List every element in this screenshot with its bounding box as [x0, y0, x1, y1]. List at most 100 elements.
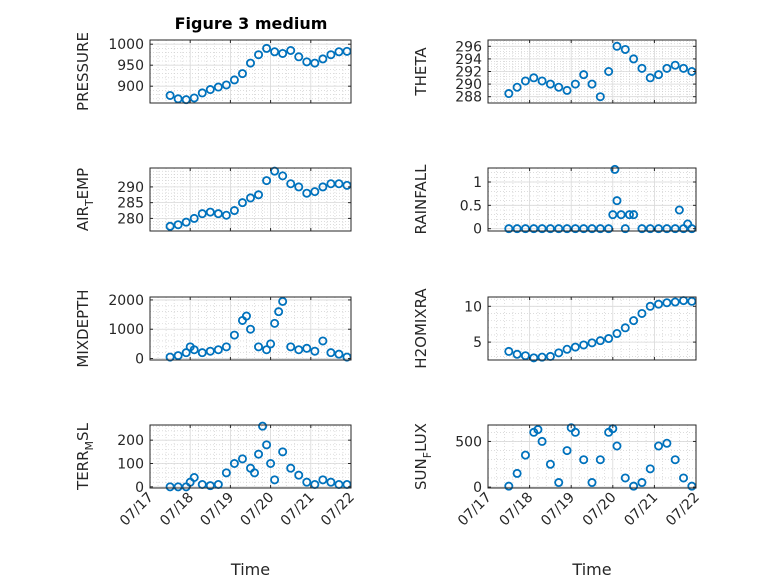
data-point [533, 425, 543, 435]
data-point [229, 75, 239, 85]
data-point [629, 210, 639, 220]
data-point [512, 468, 522, 478]
data-point [278, 171, 288, 181]
data-point [310, 187, 320, 197]
subplot-sun-flux: 07/17 07/18 07/19 07/20 07/21 07/220500SUNFLU… [412, 423, 703, 579]
data-point [662, 224, 672, 234]
data-point [318, 475, 328, 485]
data-point [554, 224, 564, 234]
data-point [258, 421, 268, 431]
y-tick-label: 10 [464, 299, 482, 315]
data-point [595, 92, 605, 102]
y-tick-label: 0.5 [460, 198, 482, 214]
data-point [262, 43, 272, 53]
data-point [554, 348, 564, 358]
data-point [266, 458, 276, 468]
data-point [645, 301, 655, 311]
data-point [604, 334, 614, 344]
data-point [645, 224, 655, 234]
data-point [645, 73, 655, 83]
data-point [687, 296, 697, 306]
data-point [334, 179, 344, 189]
data-point [520, 450, 530, 460]
y-tick-label: 1000 [108, 322, 144, 338]
data-point [213, 209, 223, 219]
data-point [270, 475, 280, 485]
x-tick-label: 07/20 [238, 490, 278, 530]
data-point [637, 478, 647, 488]
data-point [197, 209, 207, 219]
data-point [512, 349, 522, 359]
y-axis-label: MIXDEPTH [74, 289, 92, 367]
data-point [587, 79, 597, 89]
data-point [620, 224, 630, 234]
data-point [278, 447, 288, 457]
data-point [165, 352, 175, 362]
data-point [294, 345, 304, 355]
subplot-pressure: 900 950 1000 PRESSURE [74, 32, 352, 111]
data-point [262, 440, 272, 450]
y-tick-label: 294 [455, 52, 482, 68]
y-axis-label: RAINFALL [412, 164, 430, 235]
data-point [250, 468, 260, 478]
data-point [181, 217, 191, 227]
figure-title: Figure 3 medium [175, 14, 328, 33]
x-tick-label: 07/22 [318, 490, 358, 530]
y-tick-label: 5 [473, 335, 482, 351]
data-point [537, 224, 547, 234]
y-tick-label: 200 [117, 433, 144, 449]
x-axis-label: Time [230, 560, 270, 579]
data-point [616, 210, 626, 220]
data-point [520, 76, 530, 86]
subplot-h2omixra: 5 10 H2OMIXRA [412, 288, 697, 369]
y-tick-label: 290 [117, 180, 144, 196]
data-point [173, 220, 183, 230]
data-point [570, 427, 580, 437]
data-point [262, 345, 272, 355]
data-point [629, 481, 639, 491]
data-point [679, 63, 689, 73]
data-point [181, 348, 191, 358]
data-point [318, 182, 328, 192]
data-point [266, 339, 276, 349]
data-point [189, 472, 199, 482]
data-point [294, 182, 304, 192]
data-point [173, 94, 183, 104]
series-markers [504, 423, 697, 491]
data-point [213, 82, 223, 92]
data-point [245, 193, 255, 203]
series-markers [165, 166, 352, 231]
plot-area [150, 425, 351, 488]
data-point [302, 188, 312, 198]
y-axis-label: H2OMIXRA [412, 288, 430, 369]
data-point [604, 224, 614, 234]
data-point [286, 342, 296, 352]
data-point [529, 353, 539, 363]
data-point [278, 296, 288, 306]
data-point [562, 344, 572, 354]
data-point [229, 330, 239, 340]
data-point [570, 342, 580, 352]
data-point [570, 224, 580, 234]
data-point [302, 343, 312, 353]
data-point [595, 224, 605, 234]
y-axis-label: TERRMSL [74, 422, 96, 491]
x-axis-label: Time [571, 560, 611, 579]
data-point [221, 468, 231, 478]
data-point [579, 340, 589, 350]
y-tick-label: 1000 [108, 37, 144, 53]
plot-area [150, 40, 351, 103]
subplot-rainfall: 0 0.5 1 RAINFALL [412, 164, 697, 238]
data-point [229, 458, 239, 468]
data-point [637, 308, 647, 318]
data-point [562, 446, 572, 456]
data-point [213, 345, 223, 355]
data-point [237, 454, 247, 464]
data-point [286, 179, 296, 189]
data-point [662, 438, 672, 448]
data-point [173, 351, 183, 361]
data-point [608, 210, 618, 220]
data-point [610, 164, 620, 174]
